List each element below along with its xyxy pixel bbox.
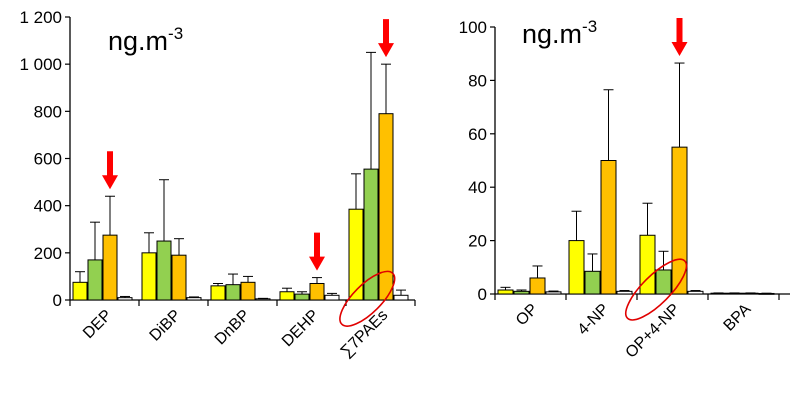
y-tick-label: 200 <box>34 244 62 263</box>
chart-panel-1: 0 200 400 600 800 1 000 1 200 ng.m-3 DEP DiBP DnBP… <box>19 8 416 361</box>
bar <box>186 297 202 301</box>
unit-exponent: -3 <box>582 17 597 36</box>
bar <box>639 234 656 295</box>
unit-label: ng.m-3 <box>108 24 183 56</box>
y-tick-label: 1 000 <box>19 55 62 74</box>
highlight-arrow <box>671 18 688 57</box>
highlight-circle <box>339 270 396 327</box>
y-tick-label: 100 <box>459 18 487 37</box>
y-tick-label: 1 200 <box>19 8 62 27</box>
x-category-label: OP <box>513 301 541 329</box>
highlight-arrow <box>378 19 394 58</box>
y-tick-label: 20 <box>468 232 487 251</box>
y-tick-label: 800 <box>34 102 62 121</box>
bar <box>171 254 187 301</box>
bar <box>225 284 241 301</box>
x-category-label: DEP <box>80 307 115 342</box>
x-category-label: DiBP <box>147 307 185 345</box>
bar <box>393 294 409 301</box>
bar <box>240 281 256 301</box>
bar <box>210 285 226 301</box>
bar <box>545 291 562 295</box>
x-category-label: BPA <box>721 301 755 335</box>
y-tick-label: 0 <box>53 291 62 310</box>
x-category-label: 4-NP <box>575 301 613 339</box>
y-tick-label: 0 <box>478 285 487 304</box>
bar <box>255 298 271 301</box>
unit-exponent: -3 <box>168 24 183 43</box>
bar <box>102 234 118 301</box>
bar <box>529 277 546 295</box>
bar <box>294 293 310 301</box>
highlight-arrow <box>309 232 325 271</box>
unit-label: ng.m-3 <box>522 17 597 49</box>
bar <box>279 291 295 301</box>
bar <box>513 290 530 295</box>
y-tick-label: 60 <box>468 125 487 144</box>
bar <box>141 252 157 301</box>
bar <box>324 294 340 301</box>
bar <box>584 270 601 295</box>
highlight-arrow <box>102 151 118 190</box>
bar <box>309 282 325 301</box>
bar <box>156 240 172 301</box>
bar <box>568 240 585 295</box>
x-category-label: DnBP <box>212 307 254 349</box>
y-tick-label: 40 <box>468 178 487 197</box>
y-tick-label: 600 <box>34 150 62 169</box>
y-tick-label: 80 <box>468 71 487 90</box>
x-category-label: ∑7PAEs <box>337 307 391 361</box>
bar <box>687 290 704 295</box>
highlight-circle <box>625 258 688 321</box>
bar <box>87 259 103 301</box>
bar <box>117 297 133 301</box>
bar <box>616 290 633 295</box>
y-tick-label: 400 <box>34 197 62 216</box>
x-category-label: DEHP <box>279 307 322 350</box>
bar <box>655 269 672 295</box>
bar <box>497 289 514 295</box>
bar <box>600 160 617 295</box>
bar <box>72 281 88 301</box>
